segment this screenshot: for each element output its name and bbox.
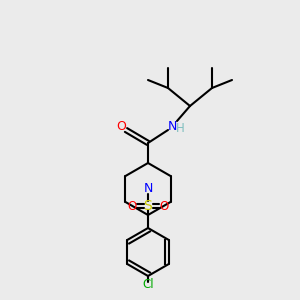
Text: N: N <box>143 182 153 196</box>
Text: Cl: Cl <box>142 278 154 292</box>
Text: N: N <box>167 119 177 133</box>
Text: S: S <box>144 199 152 213</box>
Text: O: O <box>116 119 126 133</box>
Text: H: H <box>176 122 184 136</box>
Text: O: O <box>128 200 136 212</box>
Text: O: O <box>159 200 169 212</box>
